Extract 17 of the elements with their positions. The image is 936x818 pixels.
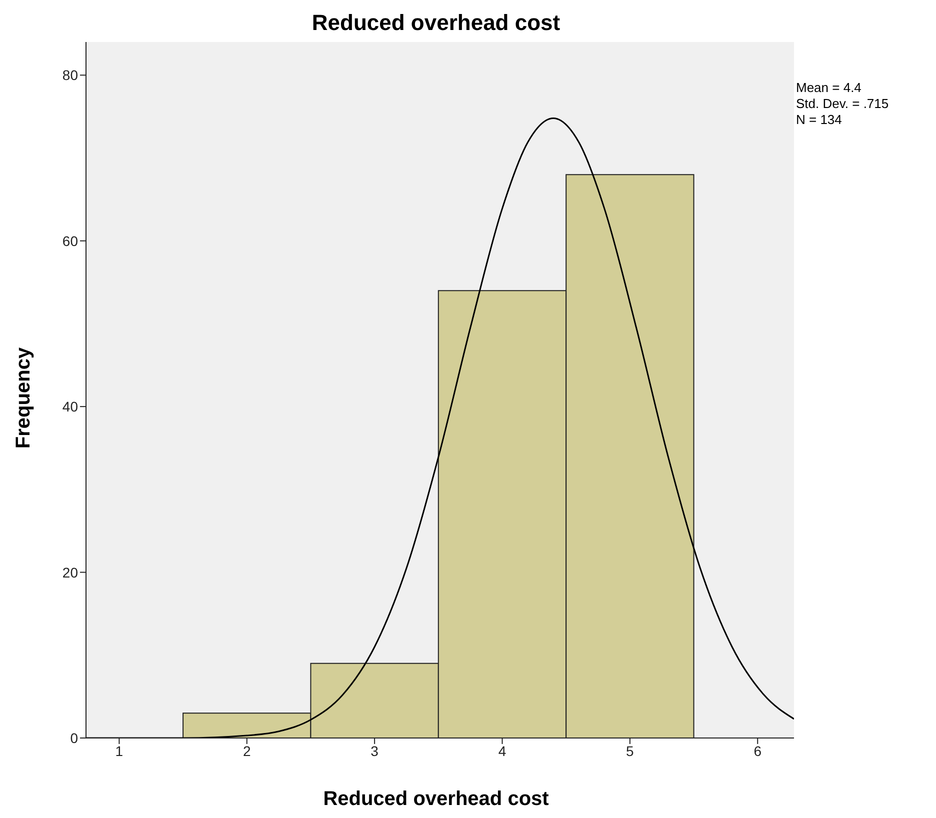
- text: Mean = 4.4: [796, 80, 862, 96]
- y-tick-label: 80: [62, 67, 78, 84]
- y-tick-label: 60: [62, 232, 78, 249]
- text: N = 134: [796, 112, 843, 128]
- y-tick-label: 0: [70, 730, 78, 746]
- y-axis-title: Frequency: [12, 347, 36, 449]
- x-tick-label: 1: [115, 742, 124, 759]
- x-tick-label: 3: [370, 742, 379, 759]
- x-tick-label: 4: [498, 742, 506, 759]
- chart-title: Reduced overhead cost: [310, 10, 562, 36]
- y-tick-label: 20: [62, 564, 78, 580]
- x-tick-label: 2: [242, 742, 251, 759]
- x-tick-label: 5: [626, 742, 634, 759]
- text: Std. Dev. = .715: [796, 96, 889, 112]
- y-tick-label: 40: [62, 398, 78, 415]
- x-axis-title: Reduced overhead cost: [322, 788, 550, 811]
- x-tick-label: 6: [754, 742, 762, 759]
